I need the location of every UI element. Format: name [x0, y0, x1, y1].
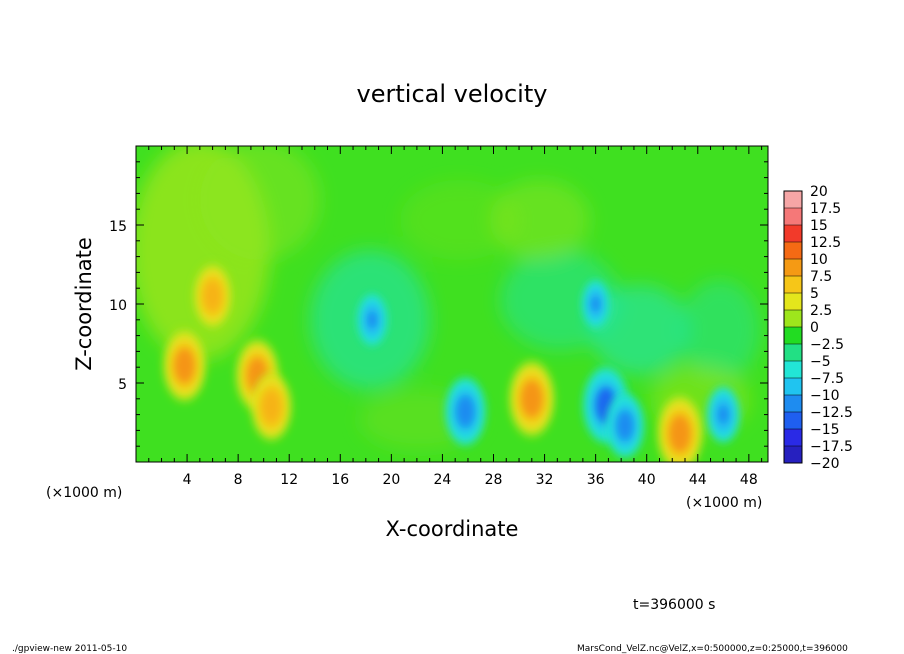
- x-tick-label: 8: [234, 472, 243, 488]
- x-tick-label: 12: [280, 472, 298, 488]
- downdraft-cell: [442, 373, 489, 450]
- colorbar-swatch: [784, 327, 802, 344]
- colorbar-swatch: [784, 293, 802, 310]
- colorbar-swatch: [784, 412, 802, 429]
- field-contour-core: [615, 409, 635, 442]
- colorbar-label: −12.5: [810, 405, 853, 421]
- colorbar-swatch: [784, 259, 802, 276]
- colorbar-swatch: [784, 310, 802, 327]
- updraft-cell: [160, 325, 209, 406]
- x-axis-label: X-coordinate: [386, 517, 519, 541]
- field-contour-core: [455, 394, 476, 429]
- field-contour-core: [173, 347, 196, 384]
- heatmap-field: [136, 146, 768, 462]
- chart-title: vertical velocity: [357, 80, 548, 108]
- colorbar: 2017.51512.5107.552.50−2.5−5−7.5−10−12.5…: [783, 184, 853, 472]
- colorbar-label: 2.5: [810, 303, 832, 319]
- field-contour-core: [520, 379, 544, 418]
- colorbar-swatch: [784, 208, 802, 225]
- x-tick-label: 32: [536, 472, 554, 488]
- downdraft-cell: [355, 290, 390, 349]
- colorbar-label: 5: [810, 286, 819, 302]
- colorbar-swatch: [784, 276, 802, 293]
- field-contour-core: [261, 389, 282, 424]
- colorbar-label: −15: [810, 422, 840, 438]
- colorbar-label: −10: [810, 388, 840, 404]
- field-contour-outer: [580, 277, 612, 331]
- field-contour-outer: [355, 290, 390, 349]
- colorbar-label: 10: [810, 252, 828, 268]
- y-axis-label: Z-coordinate: [72, 237, 96, 371]
- updraft-cell: [191, 260, 234, 332]
- colorbar-swatch: [784, 378, 802, 395]
- colorbar-label: 20: [810, 184, 828, 200]
- colorbar-swatch: [784, 361, 802, 378]
- colorbar-swatch: [784, 446, 802, 463]
- field-contour-core: [668, 414, 692, 453]
- y-tick-label: 15: [109, 219, 127, 235]
- x-tick-label: 44: [689, 472, 707, 488]
- downdraft-cell: [704, 383, 742, 446]
- x-tick-label: 24: [434, 472, 452, 488]
- colorbar-swatch: [784, 395, 802, 412]
- y-tick-label: 10: [109, 298, 127, 314]
- x-tick-label: 16: [331, 472, 349, 488]
- x-tick-label: 40: [638, 472, 656, 488]
- downdraft-cell: [580, 277, 612, 331]
- updraft-cell: [248, 368, 294, 445]
- colorbar-swatch: [784, 242, 802, 259]
- colorbar-label: −7.5: [810, 371, 844, 387]
- x-tick-label: 28: [485, 472, 503, 488]
- colorbar-label: 7.5: [810, 269, 832, 285]
- field-contour-outer: [704, 383, 742, 446]
- colorbar-label: 15: [810, 218, 828, 234]
- footer-left: ./gpview-new 2011-05-10: [12, 644, 127, 654]
- updraft-cell: [506, 356, 558, 441]
- footer-right: MarsCond_VelZ.nc@VelZ,x=0:500000,z=0:250…: [577, 644, 848, 654]
- downdraft-cell: [603, 390, 647, 462]
- colorbar-swatch: [784, 344, 802, 361]
- x-unit-label-left: (×1000 m): [46, 485, 122, 501]
- colorbar-label: −2.5: [810, 337, 844, 353]
- x-tick-label: 48: [740, 472, 758, 488]
- x-tick-label: 20: [382, 472, 400, 488]
- field-contour-core: [203, 280, 223, 313]
- updraft-cell: [654, 391, 706, 462]
- colorbar-label: 17.5: [810, 201, 841, 217]
- x-tick-label: 4: [183, 472, 192, 488]
- x-unit-label-right: (×1000 m): [686, 495, 762, 511]
- y-tick-label: 5: [118, 377, 127, 393]
- time-label: t=396000 s: [633, 597, 715, 613]
- colorbar-label: 0: [810, 320, 819, 336]
- colorbar-swatch: [784, 225, 802, 242]
- colorbar-label: −5: [810, 354, 831, 370]
- colorbar-label: 12.5: [810, 235, 841, 251]
- x-tick-label: 36: [587, 472, 605, 488]
- colorbar-swatch: [784, 429, 802, 446]
- colorbar-label: −17.5: [810, 439, 853, 455]
- colorbar-swatch: [784, 191, 802, 208]
- colorbar-label: −20: [810, 456, 840, 472]
